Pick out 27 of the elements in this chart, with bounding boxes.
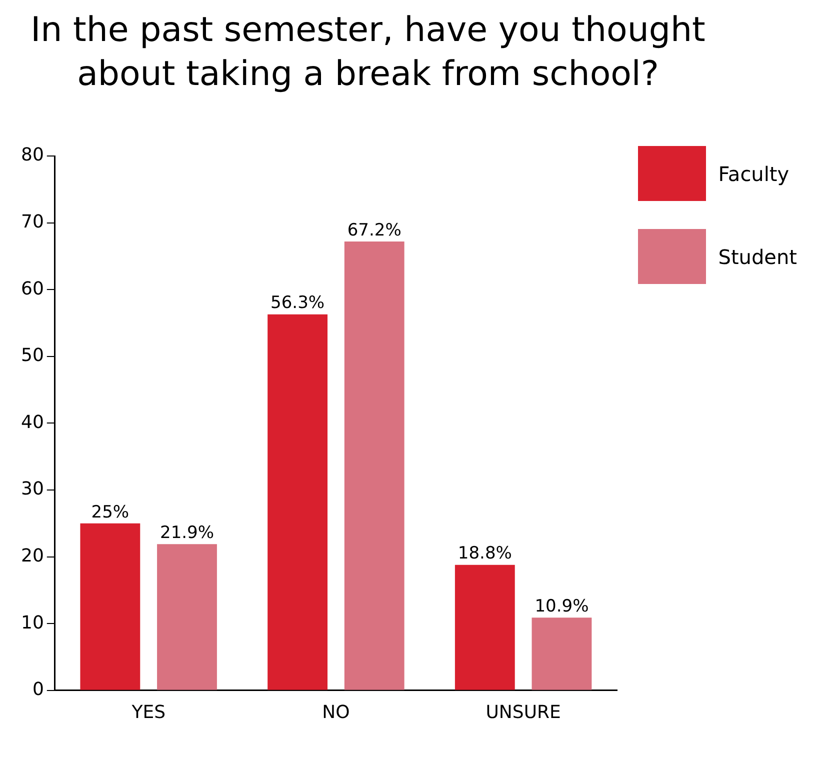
bar xyxy=(532,618,592,690)
y-tick-label: 20 xyxy=(21,545,44,566)
data-label: 10.9% xyxy=(534,596,589,617)
text: Student xyxy=(718,244,797,268)
text: Faculty xyxy=(718,162,790,186)
bar xyxy=(157,544,217,690)
y-tick-label: 0 xyxy=(32,679,44,700)
x-tick-label: YES xyxy=(130,702,166,723)
data-label: 21.9% xyxy=(160,523,214,544)
y-tick-label: 70 xyxy=(21,211,44,232)
chart-title: In the past semester, have you thought about taking a break from school? xyxy=(30,9,706,96)
data-label: 56.3% xyxy=(270,293,325,314)
y-tick-label: 50 xyxy=(21,345,44,366)
x-tick-label: NO xyxy=(322,702,350,723)
y-tick-label: 80 xyxy=(21,144,44,166)
bar xyxy=(268,314,328,690)
bar xyxy=(454,564,515,690)
y-tick-label: 10 xyxy=(21,612,44,634)
bar xyxy=(80,523,140,690)
data-label: 18.8% xyxy=(458,544,512,564)
bar xyxy=(344,242,404,690)
y-tick-label: 40 xyxy=(21,412,44,433)
y-tick-label: 60 xyxy=(21,278,44,300)
data-label: 25% xyxy=(91,502,130,522)
x-tick-label: UNSURE xyxy=(486,702,561,723)
data-label: 67.2% xyxy=(347,220,402,240)
y-tick-label: 30 xyxy=(21,478,44,500)
